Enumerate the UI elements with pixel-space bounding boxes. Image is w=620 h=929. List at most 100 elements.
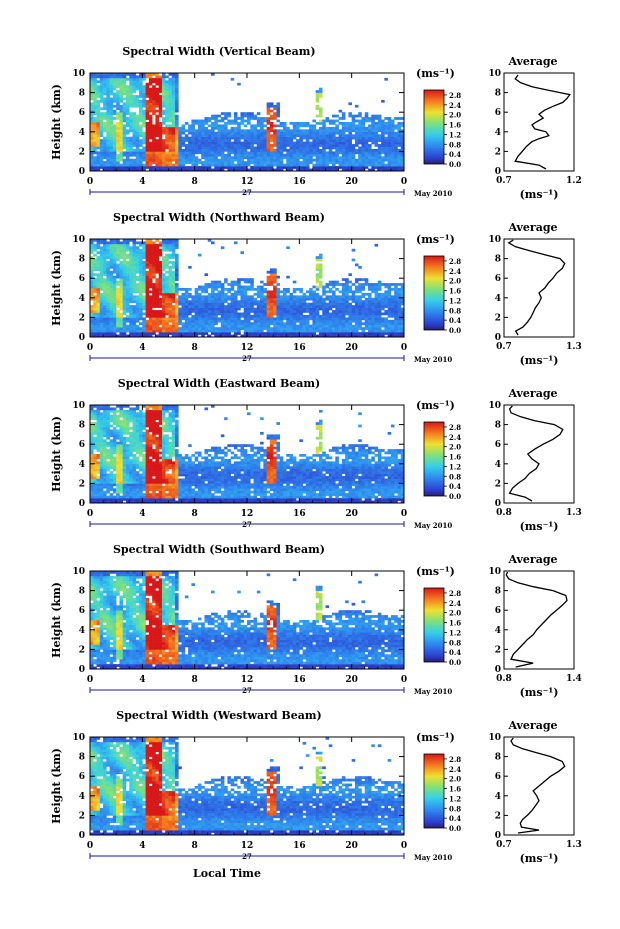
heatmap-cell bbox=[364, 166, 369, 169]
heatmap-cell bbox=[109, 114, 114, 118]
heatmap-cell bbox=[175, 263, 179, 267]
heatmap-cell bbox=[328, 317, 333, 321]
heatmap-cell bbox=[181, 307, 186, 311]
heatmap-cell bbox=[119, 297, 124, 301]
heatmap-cell bbox=[299, 302, 303, 306]
heatmap-cell bbox=[96, 144, 101, 147]
heatmap-cell bbox=[230, 151, 235, 155]
heatmap-cell bbox=[335, 300, 339, 303]
heatmap-cell bbox=[247, 288, 251, 291]
heatmap-cell bbox=[400, 297, 404, 301]
heatmap-cell bbox=[175, 297, 179, 301]
heatmap-cell bbox=[289, 302, 294, 306]
heatmap-cell bbox=[155, 163, 159, 167]
heatmap-cell bbox=[188, 146, 192, 150]
heatmap-cell bbox=[361, 146, 366, 150]
heatmap-cell bbox=[106, 253, 110, 257]
heatmap-cell bbox=[142, 119, 146, 123]
heatmap-cell bbox=[178, 314, 182, 318]
heatmap-cell bbox=[129, 148, 133, 152]
heatmap-cell bbox=[207, 310, 212, 313]
heatmap-cell bbox=[129, 251, 133, 254]
heatmap-cell bbox=[266, 107, 271, 111]
heatmap-cell bbox=[377, 144, 382, 147]
heatmap-cell bbox=[315, 275, 320, 279]
heatmap-cell bbox=[394, 292, 398, 296]
heatmap-cell bbox=[332, 312, 336, 316]
heatmap-cell bbox=[158, 82, 163, 86]
heatmap-cell bbox=[132, 97, 137, 101]
heatmap-cell bbox=[125, 288, 130, 291]
heatmap-cell bbox=[125, 295, 130, 299]
heatmap-cell bbox=[161, 99, 166, 103]
heatmap-cell bbox=[106, 332, 110, 335]
heatmap-cell bbox=[354, 307, 359, 311]
heatmap-cell bbox=[158, 292, 163, 296]
heatmap-cell bbox=[282, 297, 287, 301]
heatmap-cell bbox=[175, 310, 179, 313]
heatmap-cell bbox=[318, 300, 323, 303]
heatmap-cell bbox=[122, 109, 127, 113]
heatmap-cell bbox=[181, 302, 186, 306]
heatmap-cell bbox=[106, 300, 110, 303]
heatmap-cell bbox=[171, 314, 176, 318]
heatmap-cell bbox=[148, 265, 153, 269]
heatmap-cell bbox=[119, 131, 124, 135]
heatmap-cell bbox=[220, 246, 225, 250]
heatmap-cell bbox=[109, 288, 114, 291]
heatmap-cell bbox=[125, 273, 130, 277]
heatmap-cell bbox=[328, 314, 333, 318]
heatmap-cell bbox=[315, 288, 320, 291]
heatmap-cell bbox=[276, 153, 281, 157]
heatmap-cell bbox=[237, 148, 241, 152]
heatmap-cell bbox=[165, 275, 169, 279]
heatmap-cell bbox=[181, 156, 186, 160]
heatmap-cell bbox=[204, 297, 209, 301]
heatmap-cell bbox=[299, 122, 303, 125]
heatmap-cell bbox=[96, 310, 101, 313]
heatmap-cell bbox=[191, 332, 195, 335]
heatmap-cell bbox=[119, 332, 124, 335]
heatmap-cell bbox=[328, 122, 333, 125]
heatmap-cell bbox=[335, 114, 339, 118]
heatmap-cell bbox=[112, 158, 117, 162]
heatmap-cell bbox=[374, 114, 379, 118]
heatmap-cell bbox=[96, 109, 101, 113]
heatmap-cell bbox=[354, 319, 359, 323]
heatmap-cell bbox=[119, 292, 124, 296]
heatmap-cell bbox=[125, 324, 130, 328]
heatmap-cell bbox=[394, 314, 398, 318]
heatmap-cell bbox=[305, 139, 310, 142]
heatmap-cell bbox=[240, 292, 245, 296]
heatmap-cell bbox=[305, 314, 310, 318]
heatmap-cell bbox=[263, 310, 267, 313]
heatmap-cell bbox=[315, 104, 320, 108]
heatmap-cell bbox=[148, 285, 153, 289]
heatmap-cell bbox=[387, 324, 392, 328]
heatmap-cell bbox=[322, 302, 326, 306]
heatmap-cell bbox=[279, 314, 284, 318]
heatmap-cell bbox=[132, 148, 137, 152]
heatmap-cell bbox=[397, 292, 402, 296]
heatmap-cell bbox=[116, 161, 120, 164]
heatmap-cell bbox=[135, 158, 140, 162]
heatmap-cell bbox=[247, 305, 251, 308]
heatmap-cell bbox=[99, 295, 104, 299]
heatmap-cell bbox=[269, 310, 274, 313]
heatmap-cell bbox=[90, 288, 94, 291]
heatmap-cell bbox=[99, 307, 104, 311]
heatmap-cell bbox=[325, 139, 330, 142]
heatmap-cell bbox=[397, 129, 402, 133]
heatmap-cell bbox=[132, 75, 137, 79]
heatmap-cell bbox=[201, 300, 205, 303]
heatmap-cell bbox=[217, 153, 222, 157]
heatmap-cell bbox=[207, 141, 212, 145]
heatmap-cell bbox=[90, 305, 94, 308]
heatmap-cell bbox=[161, 104, 166, 108]
heatmap-cell bbox=[371, 131, 375, 135]
heatmap-cell bbox=[90, 153, 94, 157]
heatmap-cell bbox=[155, 329, 159, 333]
heatmap-cell bbox=[233, 300, 238, 303]
day-label: 27 bbox=[242, 354, 252, 363]
heatmap-cell bbox=[315, 141, 320, 145]
